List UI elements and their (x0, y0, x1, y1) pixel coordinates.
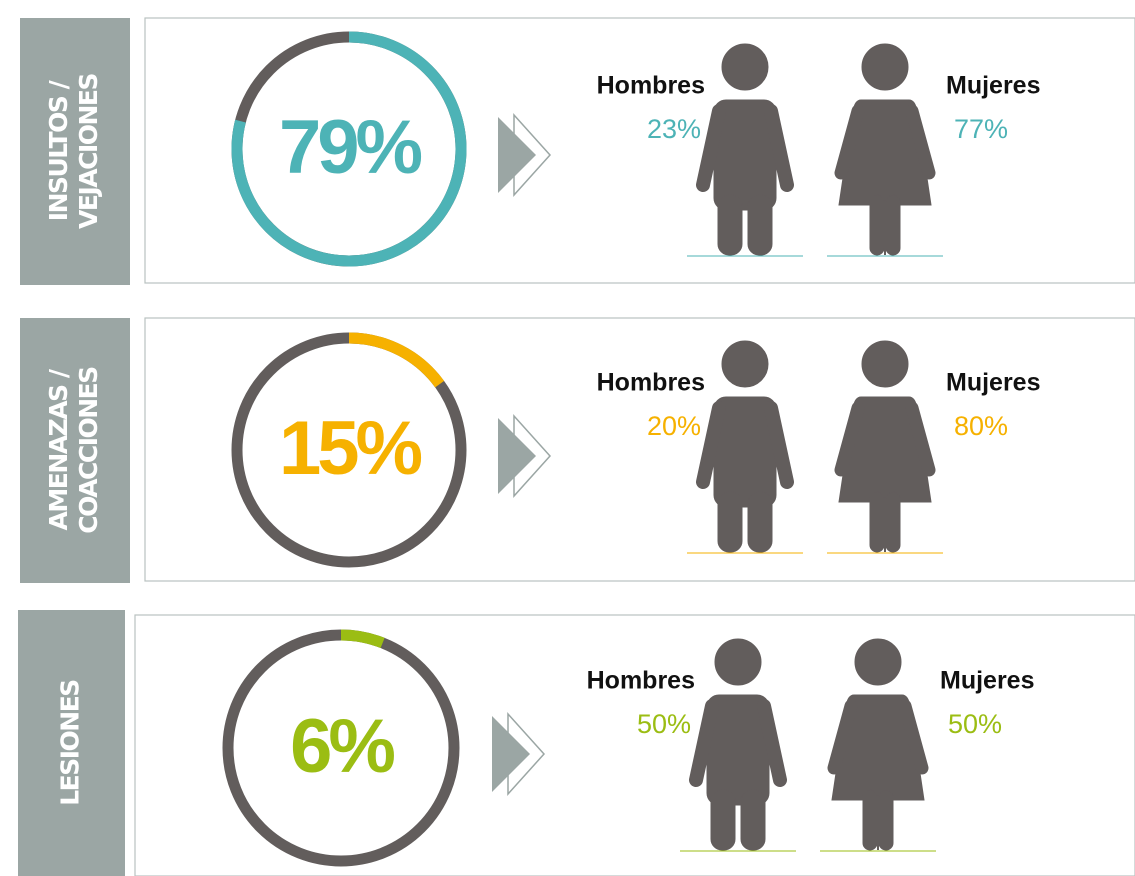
donut-arc (348, 332, 445, 388)
side-label: COACCIONES (74, 367, 103, 534)
side-band (20, 18, 130, 285)
women-value: 80% (954, 411, 1008, 441)
donut-arc (340, 629, 385, 649)
donut-value: 79% (279, 105, 422, 190)
side-label: VEJACIONES (74, 74, 103, 229)
women-value: 50% (948, 709, 1002, 739)
donut-arc (231, 31, 467, 267)
men-label: Hombres (597, 369, 705, 397)
side-label: INSULTOS / (44, 79, 73, 221)
arrow (498, 418, 536, 494)
arrow (498, 117, 536, 193)
women-label: Mujeres (940, 667, 1034, 695)
panel-box (134, 614, 1135, 876)
women-label: Mujeres (946, 72, 1040, 100)
panel-box (144, 317, 1135, 582)
side-label: AMENAZAS / (44, 368, 73, 530)
side-band (20, 318, 130, 583)
men-value: 50% (637, 709, 691, 739)
side-label: LESIONES (56, 680, 85, 806)
men-label: Hombres (597, 72, 705, 100)
arrow (492, 716, 530, 792)
panel: LESIONES 6% Hombres 50% Mujeres 50% (18, 610, 1135, 876)
panel: AMENAZAS / COACCIONES 15% Hombres 20% Mujeres… (20, 317, 1135, 583)
panel: INSULTOS / VEJACIONES 79% Hombres 23% Mujeres… (20, 17, 1135, 285)
men-value: 20% (647, 411, 701, 441)
men-value: 23% (647, 114, 701, 144)
donut-value: 6% (290, 704, 394, 789)
panel-box (144, 17, 1135, 284)
side-band (18, 610, 125, 876)
donut-value: 15% (279, 406, 422, 491)
men-label: Hombres (587, 667, 695, 695)
women-value: 77% (954, 114, 1008, 144)
women-label: Mujeres (946, 369, 1040, 397)
